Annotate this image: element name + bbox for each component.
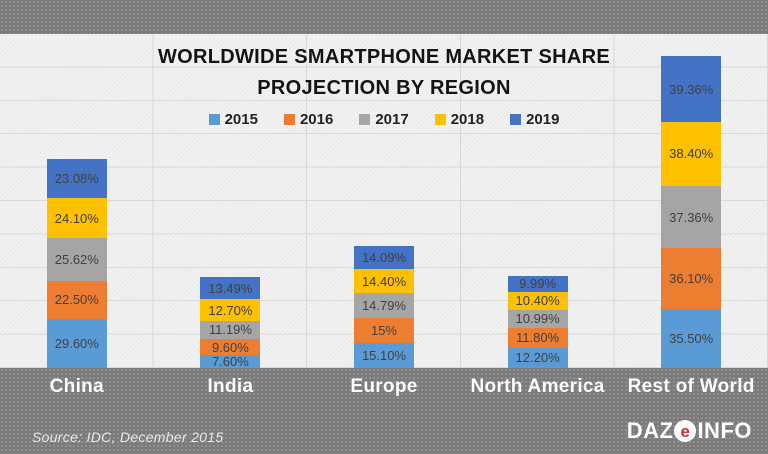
category-label: North America <box>470 376 605 397</box>
bar-segment-2018: 14.40% <box>353 269 414 294</box>
bar-segment-2015: 35.50% <box>661 308 722 368</box>
bar-column-rest-of-world: 35.50% 36.10% 37.36% 38.40% 39.36% <box>614 34 768 368</box>
bar-segment-2017: 10.99% <box>507 309 568 328</box>
segment-value-label: 37.36% <box>669 209 714 225</box>
stacked-bar: 29.60% 22.50% 25.62% 24.10% 23.08% <box>46 159 107 368</box>
stacked-bar: 12.20% 11.80% 10.99% 10.40% 9.99% <box>507 275 568 368</box>
source-note: Source: IDC, December 2015 <box>32 429 224 445</box>
chart-bars: 29.60% 22.50% 25.62% 24.10% 23.08% 7.60% 9.60%… <box>0 34 768 368</box>
segment-value-label: 9.99% <box>519 276 557 292</box>
bar-segment-2017: 37.36% <box>661 186 722 249</box>
bar-segment-2016: 15% <box>353 317 414 343</box>
category-label: Rest of World <box>627 376 755 397</box>
segment-value-label: 12.20% <box>515 350 560 366</box>
bar-column-europe: 15.10% 15% 14.79% 14.40% 14.09% <box>307 34 461 368</box>
bar-segment-2015: 29.60% <box>46 318 107 368</box>
segment-value-label: 9.60% <box>211 339 249 355</box>
category-label: China <box>49 376 104 397</box>
bar-segment-2019: 39.36% <box>661 56 722 122</box>
segment-value-label: 13.49% <box>208 280 253 296</box>
bar-segment-2018: 24.10% <box>46 198 107 239</box>
logo-text-info: INFO <box>697 418 752 443</box>
segment-value-label: 35.50% <box>669 330 714 346</box>
bar-column-india: 7.60% 9.60% 11.19% 12.70% 13.49% <box>154 34 308 368</box>
bar-column-china: 29.60% 22.50% 25.62% 24.10% 23.08% <box>0 34 154 368</box>
segment-value-label: 15% <box>370 322 397 338</box>
segment-value-label: 14.40% <box>361 273 407 289</box>
bar-segment-2017: 14.79% <box>353 293 414 318</box>
segment-value-label: 29.60% <box>54 335 99 351</box>
bar-segment-2019: 14.09% <box>353 245 414 270</box>
segment-value-label: 38.40% <box>669 146 714 162</box>
segment-value-label: 12.70% <box>208 302 253 318</box>
bar-segment-2016: 9.60% <box>200 339 261 356</box>
segment-value-label: 10.40% <box>515 293 560 309</box>
segment-value-label: 11.80% <box>516 330 560 346</box>
category-label: Europe <box>350 376 418 397</box>
bar-segment-2018: 10.40% <box>507 292 568 310</box>
segment-value-label: 24.10% <box>54 210 99 226</box>
stacked-bar: 35.50% 36.10% 37.36% 38.40% 39.36% <box>661 56 722 368</box>
bar-segment-2017: 25.62% <box>46 238 107 282</box>
bar-segment-2017: 11.19% <box>200 320 261 340</box>
segment-value-label: 36.10% <box>669 271 714 287</box>
bar-segment-2019: 23.08% <box>46 159 107 198</box>
segment-value-label: 23.08% <box>54 171 99 187</box>
bottom-banner: China India Europe North America Rest of Wor… <box>0 368 768 454</box>
bar-segment-2018: 38.40% <box>661 121 722 187</box>
segment-value-label: 10.99% <box>515 311 560 327</box>
segment-value-label: 7.60% <box>211 354 249 370</box>
bar-segment-2016: 36.10% <box>661 248 722 309</box>
bar-segment-2019: 9.99% <box>507 275 568 293</box>
bar-column-north-america: 12.20% 11.80% 10.99% 10.40% 9.99% <box>461 34 615 368</box>
logo-e-icon: e <box>674 420 697 442</box>
segment-value-label: 14.79% <box>361 297 407 313</box>
top-banner <box>0 0 768 34</box>
bar-segment-2015: 7.60% <box>200 354 261 370</box>
logo-text-daz: DAZ <box>626 418 674 443</box>
segment-value-label: 39.36% <box>669 81 714 97</box>
bar-segment-2018: 12.70% <box>200 299 261 321</box>
bar-segment-2019: 13.49% <box>200 276 261 300</box>
segment-value-label: 25.62% <box>54 252 99 268</box>
stacked-bar: 15.10% 15% 14.79% 14.40% 14.09% <box>353 245 414 368</box>
chart-plot-area: 29.60% 22.50% 25.62% 24.10% 23.08% 7.60% 9.60%… <box>0 34 768 368</box>
segment-value-label: 11.19% <box>208 322 252 338</box>
bar-segment-2015: 15.10% <box>353 342 414 368</box>
dazeinfo-logo: DAZ e INFO <box>627 418 752 444</box>
bar-segment-2016: 22.50% <box>46 281 107 319</box>
bar-segment-2015: 12.20% <box>507 347 568 368</box>
bar-segment-2016: 11.80% <box>507 327 568 348</box>
category-label: India <box>207 376 254 397</box>
stacked-bar: 7.60% 9.60% 11.19% 12.70% 13.49% <box>200 276 261 370</box>
category-axis: China India Europe North America Rest of Wor… <box>0 376 768 398</box>
segment-value-label: 14.09% <box>361 249 407 265</box>
segment-value-label: 22.50% <box>54 292 99 308</box>
segment-value-label: 15.10% <box>361 347 407 363</box>
